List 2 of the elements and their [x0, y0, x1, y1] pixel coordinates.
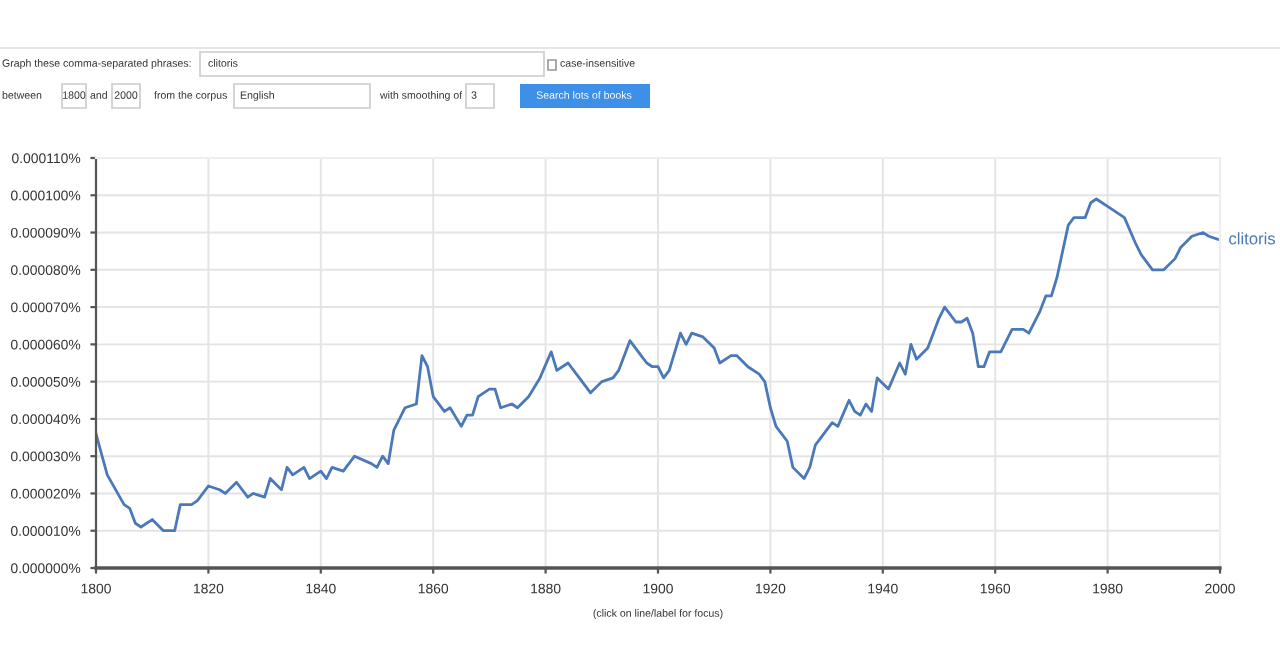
line-series	[96, 197, 1220, 533]
series-label: clitoris	[1229, 232, 1276, 245]
